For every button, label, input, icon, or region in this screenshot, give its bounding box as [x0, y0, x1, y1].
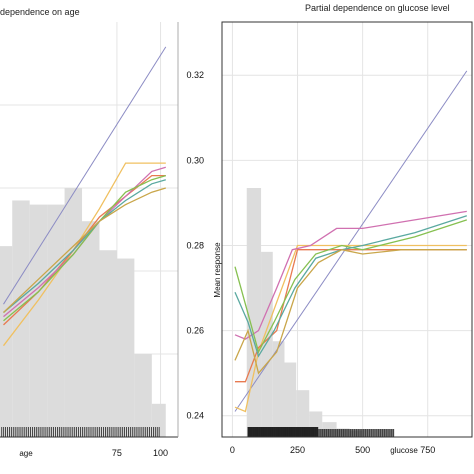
age-histogram-bar: [64, 188, 83, 437]
glucose-histogram-bar: [272, 341, 285, 437]
glucose-y-tick-label: 0.24: [186, 411, 204, 421]
glucose-y-tick-label: 0.30: [186, 155, 204, 165]
age-histogram-bar: [82, 221, 100, 437]
age-histogram-bar: [12, 200, 30, 437]
glucose-y-tick-label: 0.32: [186, 70, 204, 80]
glucose-histogram-bar: [296, 390, 310, 437]
age-partial-dependence-panel: 75 100: [0, 22, 179, 458]
glucose-histogram-bar: [261, 251, 273, 437]
glucose-histogram-bar: [246, 188, 262, 437]
right-y-axis-label: Mean response: [213, 242, 222, 298]
age-histogram-bar: [134, 354, 152, 437]
right-chart-title: Partial dependence on glucose level: [305, 3, 450, 13]
left-x-axis-label: age: [19, 449, 33, 458]
age-x-tick-label: 100: [153, 448, 168, 458]
glucose-partial-dependence-panel: 0 250 500 750 0.24 0.26 0.28 0.30 0.32: [186, 21, 473, 455]
glucose-y-tick-label: 0.26: [186, 326, 204, 336]
glucose-x-tick-label: 500: [355, 445, 370, 455]
age-series-line: [3, 187, 166, 313]
glucose-x-tick-label: 0: [230, 445, 235, 455]
age-histogram-bar: [29, 204, 48, 437]
glucose-y-tick-label: 0.28: [186, 240, 204, 250]
glucose-rug: [247, 427, 395, 437]
glucose-series-line: [234, 249, 467, 375]
glucose-x-tick-label: 250: [290, 445, 305, 455]
glucose-x-tick-label: 750: [420, 445, 435, 455]
age-x-tick-label: 75: [112, 448, 122, 458]
age-histogram-bar: [99, 250, 117, 437]
age-histogram-bar: [116, 258, 135, 437]
glucose-series-line: [234, 219, 468, 354]
glucose-plot-frame: [221, 21, 473, 438]
age-histogram-bar: [47, 204, 65, 437]
age-series-line: [3, 46, 167, 305]
right-x-axis-label: glucose: [390, 446, 418, 455]
glucose-histogram-bar: [284, 362, 297, 437]
glucose-series-line: [234, 215, 468, 358]
age-series-line: [2, 162, 166, 347]
glucose-series-line: [235, 249, 467, 383]
left-chart-title: dependence on age: [0, 7, 80, 17]
age-rug: [1, 427, 160, 437]
